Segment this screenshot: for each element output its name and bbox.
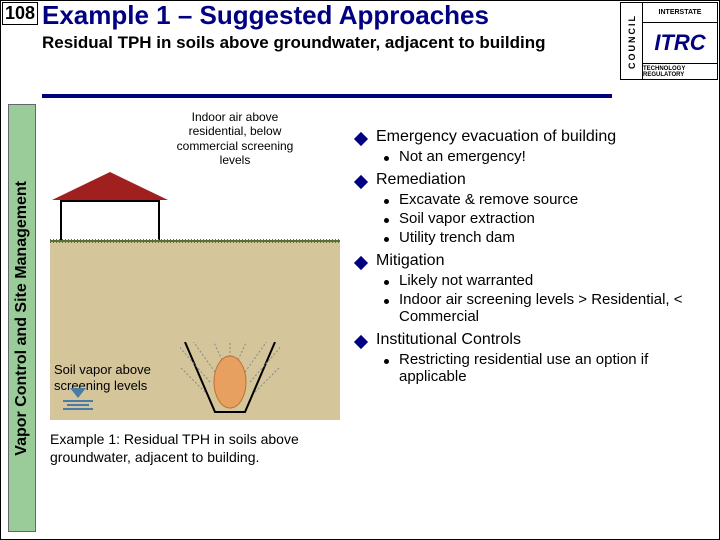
house-label: Indoor air above residential, below comm… — [165, 110, 305, 168]
page-number: 108 — [2, 2, 38, 25]
bullet-main: Institutional Controls — [352, 331, 712, 349]
site-diagram: Indoor air above residential, below comm… — [50, 140, 340, 420]
bullet-sub: Not an emergency! — [384, 148, 712, 165]
bullet-sub: Restricting residential use an option if… — [384, 351, 712, 385]
slide-subtitle: Residual TPH in soils above groundwater,… — [42, 33, 612, 53]
itrc-logo: COUNCIL INTERSTATE ITRC TECHNOLOGY REGUL… — [620, 2, 718, 80]
bullet-sub: Utility trench dam — [384, 229, 712, 246]
bullet-main: Emergency evacuation of building — [352, 128, 712, 146]
bullet-sub: Soil vapor extraction — [384, 210, 712, 227]
header: Example 1 – Suggested Approaches Residua… — [42, 0, 612, 53]
bullet-list: Emergency evacuation of building Not an e… — [352, 122, 712, 385]
diagram-caption: Example 1: Residual TPH in soils above g… — [50, 430, 330, 466]
water-table-icon — [58, 388, 98, 412]
bullet-main: Mitigation — [352, 252, 712, 270]
divider — [42, 94, 612, 98]
house-icon — [56, 172, 164, 244]
slide-title: Example 1 – Suggested Approaches — [42, 0, 612, 31]
bullet-sub: Indoor air screening levels > Residentia… — [384, 291, 712, 325]
bullet-main: Remediation — [352, 171, 712, 189]
bullet-sub: Likely not warranted — [384, 272, 712, 289]
soil-region: Soil vapor above screening levels — [50, 240, 340, 420]
trench-icon — [180, 342, 280, 422]
bullet-sub: Excavate & remove source — [384, 191, 712, 208]
sidebar-label: Vapor Control and Site Management — [8, 104, 36, 532]
